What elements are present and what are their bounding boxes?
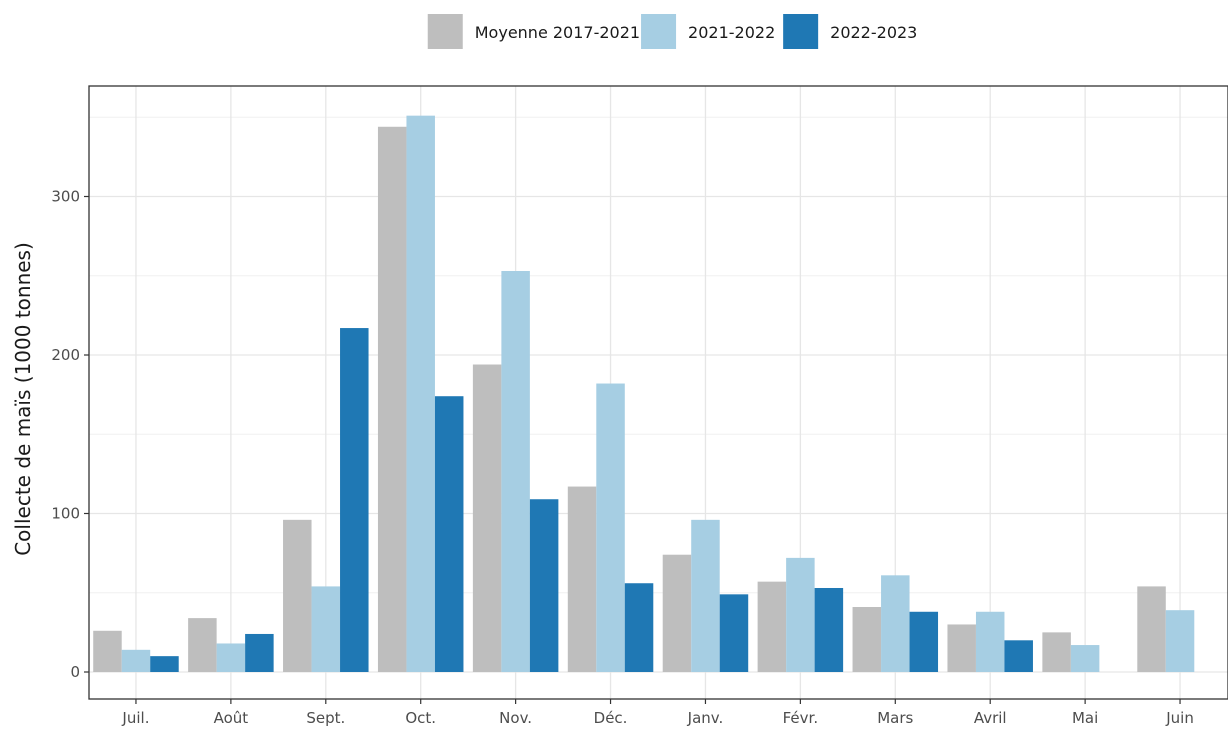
bar <box>529 499 559 672</box>
y-tick-label: 100 <box>51 505 80 523</box>
legend-key <box>641 14 677 49</box>
grid <box>89 86 1228 699</box>
x-tick-label: Mars <box>877 709 913 727</box>
x-tick-label: Sept. <box>306 709 345 727</box>
x-tick-label: Nov. <box>499 709 532 727</box>
bar <box>188 618 217 672</box>
legend: Moyenne 2017-2021 2021-2022 2022-2023 <box>427 14 917 49</box>
bar <box>719 594 749 672</box>
x-tick-label: Oct. <box>405 709 436 727</box>
legend-label: 2021-2022 <box>688 23 775 42</box>
bar <box>1004 640 1033 672</box>
bar <box>93 630 122 672</box>
bar <box>1137 586 1166 672</box>
bar <box>121 649 151 672</box>
axes: 0 100 200 300 Juil. Août Sept. Oct. Nov. Déc. Janv… <box>51 85 1228 727</box>
y-tick-label: 0 <box>70 663 80 681</box>
x-tick-label: Avril <box>974 709 1007 727</box>
bar <box>947 624 976 672</box>
y-tick-label: 200 <box>51 346 80 364</box>
x-tick-label: Juin <box>1165 709 1194 727</box>
legend-label: Moyenne 2017-2021 <box>475 23 640 42</box>
bar <box>1070 645 1100 672</box>
bar <box>567 486 597 672</box>
bar <box>472 364 502 672</box>
legend-key <box>427 14 463 49</box>
bars <box>93 115 1195 673</box>
bar <box>814 587 844 672</box>
legend-key <box>783 14 819 49</box>
bar <box>501 270 530 672</box>
bar <box>1165 610 1195 672</box>
bar <box>909 611 939 672</box>
y-axis-title: Collecte de maïs (1000 tonnes) <box>11 242 35 556</box>
legend-label: 2022-2023 <box>830 23 917 42</box>
bar <box>975 611 1005 672</box>
bar <box>150 656 179 672</box>
bar <box>852 607 882 672</box>
bar <box>624 583 654 672</box>
bar <box>1042 632 1071 672</box>
x-tick-label: Juil. <box>121 709 149 727</box>
bar <box>216 643 246 672</box>
x-tick-label: Janv. <box>687 709 724 727</box>
bar <box>434 396 464 672</box>
bar <box>757 581 787 672</box>
bar <box>662 554 692 672</box>
bar <box>340 328 369 672</box>
bar <box>786 557 815 672</box>
x-tick-label: Mai <box>1072 709 1098 727</box>
y-tick-label: 300 <box>51 188 80 206</box>
bar <box>691 519 720 672</box>
bar <box>596 383 625 672</box>
x-tick-label: Août <box>214 709 249 727</box>
plot-background <box>89 86 1228 699</box>
x-tick-label: Févr. <box>783 709 818 727</box>
bar <box>881 575 910 672</box>
bar <box>245 633 274 672</box>
bar <box>377 126 407 672</box>
bar <box>283 519 312 672</box>
bar <box>311 586 341 672</box>
x-tick-label: Déc. <box>594 709 628 727</box>
bar <box>406 115 435 673</box>
plot-frame <box>88 85 1228 700</box>
